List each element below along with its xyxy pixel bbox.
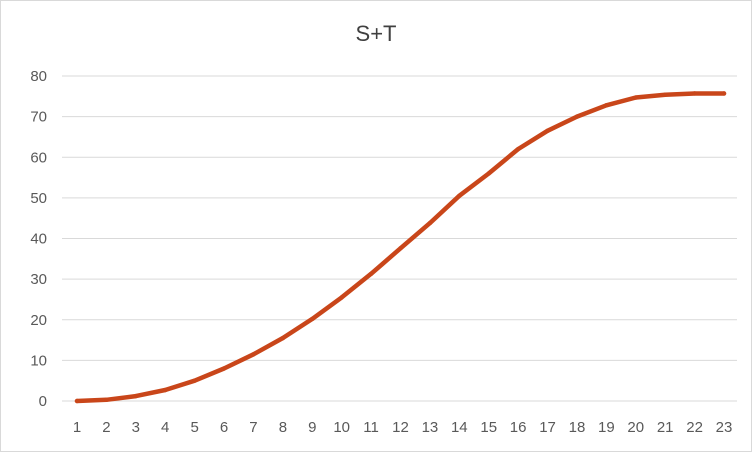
data-point [368,271,374,277]
data-point [721,91,727,96]
x-tick-label: 13 [422,419,439,436]
data-point [692,91,697,96]
y-tick-label: 80 [30,68,47,85]
series-layer [74,91,727,404]
data-point [427,220,433,226]
x-tick-label: 7 [249,419,257,436]
data-point [339,295,344,300]
y-tick-label: 60 [30,149,47,166]
x-axis-ticks: 1 2 3 4 5 6 7 8 9 10 11 12 13 14 15 16 17 18 19 20 21 22 23 [73,419,733,436]
x-tick-label: 14 [451,419,468,436]
data-point [486,171,491,176]
y-tick-label: 10 [30,352,47,369]
data-point [574,114,580,119]
x-tick-label: 18 [569,419,586,436]
x-tick-label: 10 [333,419,350,436]
y-tick-label: 50 [30,190,47,207]
y-tick-label: 40 [30,231,47,248]
chart-title: S+T [355,21,397,46]
x-tick-label: 3 [132,419,140,436]
data-point [310,316,315,322]
data-point [133,393,139,399]
data-point [604,103,609,108]
x-tick-label: 2 [102,419,110,436]
data-point [633,95,638,100]
x-tick-label: 12 [392,419,409,436]
data-point [192,378,197,383]
x-tick-label: 20 [627,419,644,436]
x-tick-label: 17 [539,419,556,436]
y-axis-ticks: 0 10 20 30 40 50 60 70 80 [30,68,47,410]
x-tick-label: 21 [657,419,674,436]
y-tick-label: 0 [39,393,47,410]
x-tick-label: 15 [480,419,497,436]
gridlines [62,75,737,402]
data-point [398,246,403,251]
data-point [280,335,286,341]
data-point [74,398,80,404]
x-tick-label: 6 [220,419,228,436]
x-tick-label: 22 [686,419,703,436]
x-tick-label: 11 [363,419,379,436]
data-point [221,366,227,371]
data-point [457,193,462,199]
data-point [104,397,109,402]
data-point [163,387,168,393]
x-tick-label: 9 [308,419,316,436]
data-point [251,352,256,357]
x-tick-label: 16 [510,419,527,436]
y-tick-label: 70 [30,109,47,126]
data-point [515,146,521,152]
data-point [662,92,668,97]
x-tick-label: 1 [73,419,81,436]
y-tick-label: 30 [30,271,47,288]
x-tick-label: 4 [161,419,169,436]
x-tick-label: 5 [190,419,198,436]
x-tick-label: 19 [598,419,615,436]
x-tick-label: 23 [716,419,733,436]
data-point [545,128,550,134]
x-tick-label: 8 [279,419,287,436]
y-tick-label: 20 [30,312,47,329]
